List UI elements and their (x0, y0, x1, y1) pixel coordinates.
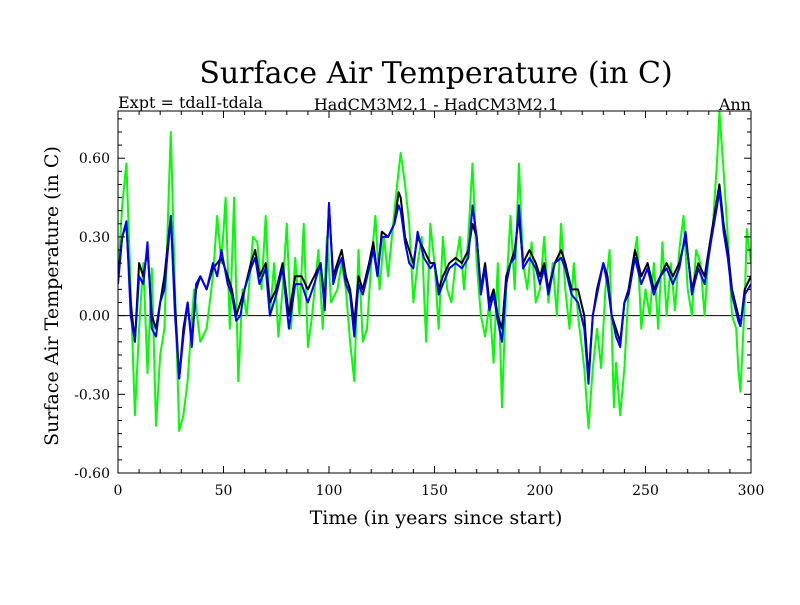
chart-subtitle-right: Ann (718, 95, 751, 114)
x-tick-label: 150 (421, 483, 448, 499)
chart-subtitle-left: Expt = tdalI-tdala (118, 93, 263, 112)
y-tick-label: 0.30 (79, 230, 110, 246)
x-tick-label: 100 (316, 483, 343, 499)
y-axis-label: Surface Air Temperature (in C) (41, 146, 63, 446)
y-tick-label: 0.60 (79, 151, 110, 167)
chart-subtitle-center: HadCM3M2.1 - HadCM3M2.1 (314, 95, 558, 114)
x-tick-label: 300 (738, 483, 765, 499)
y-tick-label: -0.60 (74, 466, 110, 482)
x-tick-label: 50 (215, 483, 233, 499)
series-line-blue (118, 188, 751, 385)
chart-title: Surface Air Temperature (in C) (199, 56, 672, 91)
x-tick-label: 250 (632, 483, 659, 499)
y-tick-label: -0.30 (74, 387, 110, 403)
plot-area: 0 50 100 150 200 250 300 -0.60 -0.30 0.00 0.30 0.60 (74, 110, 765, 499)
x-tick-label: 200 (527, 483, 554, 499)
x-tick-label: 0 (114, 483, 123, 499)
x-axis-label: Time (in years since start) (310, 507, 563, 529)
y-tick-label: 0.00 (79, 309, 110, 325)
